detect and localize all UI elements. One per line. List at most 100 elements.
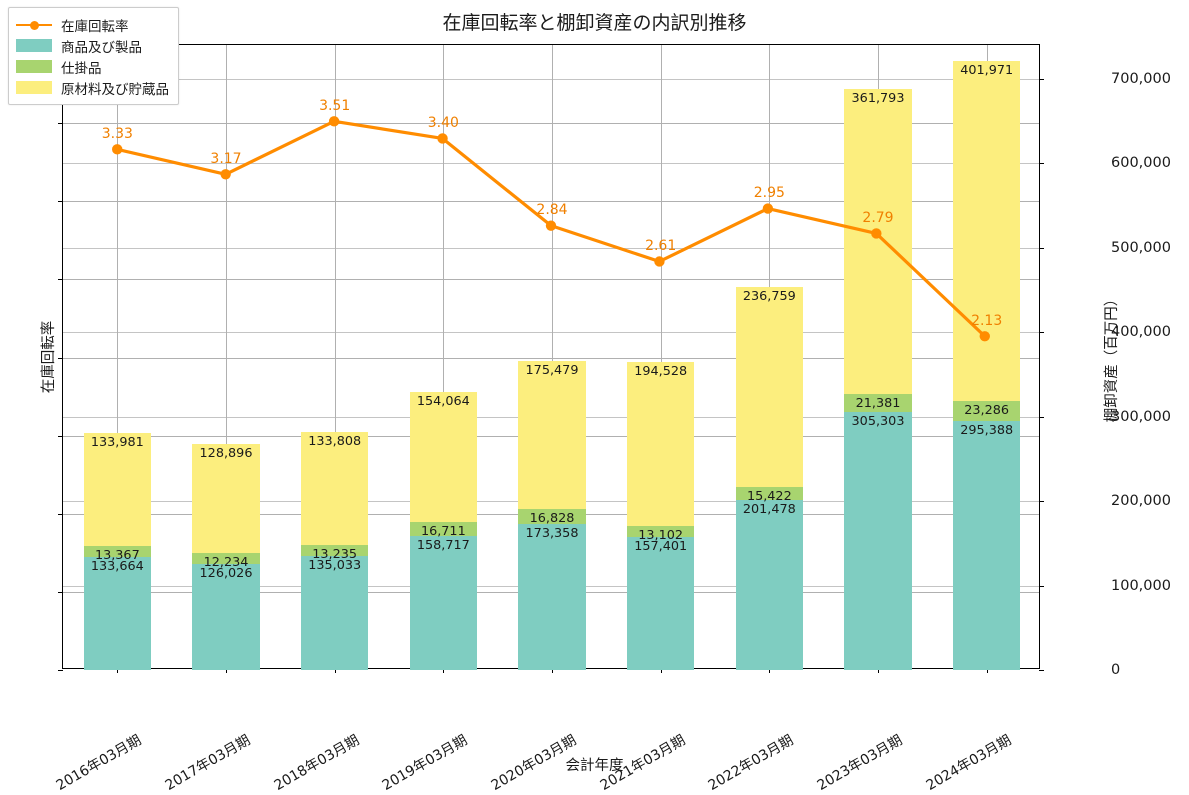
y-axis-right-tick: 400,000 bbox=[1111, 324, 1171, 341]
legend-dot-icon bbox=[29, 20, 39, 30]
bar-value-label: 23,286 bbox=[964, 402, 1010, 418]
gridline-horizontal bbox=[63, 201, 1039, 203]
legend-item[interactable]: 原材料及び貯蔵品 bbox=[16, 77, 169, 98]
line-value-label: 3.17 bbox=[210, 150, 242, 167]
bar-value-label: 201,478 bbox=[742, 501, 796, 517]
plot-area: 在庫回転率 棚卸資産（百万円） 0.00.51.01.52.02.53.03.5… bbox=[41, 44, 1171, 678]
y-axis-right-tickmark bbox=[1039, 247, 1044, 249]
gridline-vertical bbox=[443, 45, 445, 668]
line-value-label: 3.51 bbox=[319, 97, 351, 114]
legend-line-icon bbox=[16, 18, 52, 31]
y-axis-left-label: 在庫回転率 bbox=[40, 320, 57, 393]
bar-value-label: 133,981 bbox=[90, 434, 144, 450]
bar-value-label: 135,033 bbox=[308, 557, 362, 573]
bar-value-label: 12,234 bbox=[203, 555, 249, 571]
bar-segment[interactable] bbox=[735, 286, 803, 487]
bar-segment[interactable] bbox=[409, 535, 477, 670]
y-axis-left-tickmark bbox=[58, 357, 63, 359]
bar-segment[interactable] bbox=[300, 431, 369, 545]
bar-segment[interactable] bbox=[83, 432, 151, 546]
bar-segment[interactable] bbox=[192, 553, 260, 564]
gridline-vertical bbox=[226, 45, 227, 668]
bar-segment[interactable] bbox=[844, 394, 912, 413]
line-value-label: 2.13 bbox=[971, 313, 1003, 330]
bar-segment[interactable] bbox=[83, 545, 151, 558]
gridline-horizontal-secondary bbox=[63, 163, 1039, 165]
bar-segment[interactable] bbox=[300, 544, 369, 556]
legend-color-swatch bbox=[16, 60, 52, 73]
line-marker[interactable] bbox=[762, 203, 774, 214]
line-marker[interactable] bbox=[654, 256, 665, 267]
line-marker[interactable] bbox=[328, 116, 340, 127]
x-axis-tickmark bbox=[986, 668, 988, 673]
bar-value-label: 236,759 bbox=[742, 288, 796, 304]
y-axis-right-tickmark bbox=[1039, 585, 1044, 587]
bar-segment[interactable] bbox=[735, 486, 803, 500]
y-axis-right-tickmark bbox=[1039, 332, 1044, 334]
line-marker[interactable] bbox=[871, 228, 882, 239]
bar-segment[interactable] bbox=[626, 537, 695, 670]
gridline-vertical bbox=[334, 45, 336, 668]
bar-segment[interactable] bbox=[192, 444, 260, 554]
x-axis-tickmark bbox=[443, 668, 445, 673]
gridline-vertical bbox=[660, 45, 662, 668]
bar-segment[interactable] bbox=[952, 420, 1021, 670]
x-axis-tickmark bbox=[552, 668, 553, 673]
gridline-horizontal-secondary bbox=[63, 247, 1039, 249]
bar-value-label: 128,896 bbox=[199, 446, 253, 462]
legend-color-swatch bbox=[16, 39, 52, 52]
y-axis-left-tickmark bbox=[58, 279, 63, 281]
line-marker[interactable] bbox=[220, 169, 231, 180]
chart-title: 在庫回転率と棚卸資産の内訳別推移 bbox=[442, 12, 747, 34]
line-value-label: 2.95 bbox=[753, 185, 785, 202]
x-axis-tickmark bbox=[878, 668, 879, 673]
y-axis-right-tick: 100,000 bbox=[1111, 577, 1171, 594]
bar-segment[interactable] bbox=[518, 509, 586, 524]
bar-value-label: 154,064 bbox=[416, 393, 470, 409]
legend-item[interactable]: 仕掛品 bbox=[16, 56, 169, 77]
bar-value-label: 175,479 bbox=[525, 363, 579, 379]
bar-segment[interactable] bbox=[409, 391, 477, 522]
bar-segment[interactable] bbox=[518, 361, 586, 510]
bar-segment[interactable] bbox=[518, 523, 586, 670]
gridline-horizontal bbox=[63, 123, 1039, 125]
gridline-vertical bbox=[117, 45, 119, 668]
bar-value-label: 295,388 bbox=[960, 422, 1014, 438]
bar-value-label: 13,235 bbox=[312, 546, 358, 562]
bar-segment[interactable] bbox=[844, 412, 912, 670]
y-axis-right-label: 棚卸資産（百万円） bbox=[1103, 291, 1120, 422]
y-axis-left-tickmark bbox=[58, 435, 63, 437]
line-marker[interactable] bbox=[437, 133, 448, 144]
y-axis-right-tickmark bbox=[1039, 670, 1044, 671]
bar-segment[interactable] bbox=[626, 525, 695, 538]
legend-item[interactable]: 商品及び製品 bbox=[16, 35, 169, 56]
bar-segment[interactable] bbox=[626, 361, 695, 526]
legend-color-swatch bbox=[16, 81, 52, 94]
y-axis-right-tickmark bbox=[1039, 416, 1044, 418]
inventory-turnover-line bbox=[112, 116, 990, 342]
line-value-label: 3.40 bbox=[427, 114, 459, 131]
y-axis-right-tickmark bbox=[1039, 163, 1044, 165]
bar-value-label: 133,664 bbox=[90, 559, 144, 575]
bar-segment[interactable] bbox=[735, 499, 803, 670]
bar-segment[interactable] bbox=[83, 557, 151, 670]
x-axis-tickmark bbox=[660, 668, 662, 673]
legend-item[interactable]: 在庫回転率 bbox=[16, 14, 169, 35]
x-axis-tickmark bbox=[769, 668, 771, 673]
bar-segment[interactable] bbox=[300, 555, 369, 670]
bar-value-label: 173,358 bbox=[525, 525, 579, 541]
bar-segment[interactable] bbox=[952, 61, 1021, 401]
line-marker[interactable] bbox=[979, 331, 990, 342]
bar-segment[interactable] bbox=[952, 400, 1021, 421]
y-axis-right-tick: 300,000 bbox=[1111, 408, 1171, 425]
bar-segment[interactable] bbox=[409, 521, 477, 536]
gridline-horizontal bbox=[63, 357, 1039, 359]
bar-segment[interactable] bbox=[844, 88, 912, 395]
bar-segment[interactable] bbox=[192, 563, 260, 670]
line-marker[interactable] bbox=[545, 220, 557, 231]
bar-value-label: 133,808 bbox=[308, 433, 362, 449]
y-axis-left-tickmark bbox=[58, 670, 63, 671]
line-marker[interactable] bbox=[112, 144, 123, 155]
bar-value-label: 361,793 bbox=[851, 90, 905, 106]
bar-value-label: 157,401 bbox=[634, 539, 688, 555]
